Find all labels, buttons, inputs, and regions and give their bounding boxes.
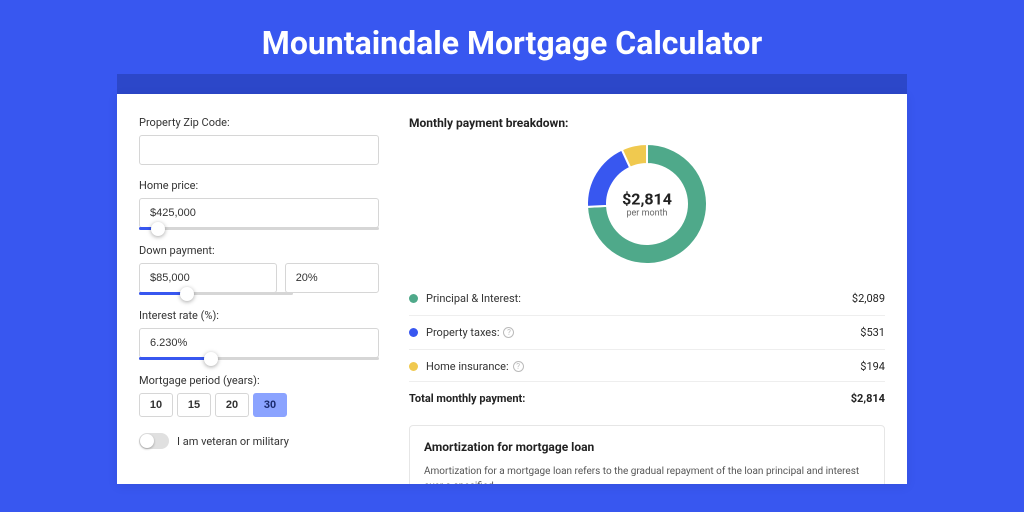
home-price-slider[interactable] [139,227,379,230]
legend-row: Principal & Interest:$2,089 [409,284,885,313]
info-icon[interactable]: ? [513,361,524,372]
period-option-10[interactable]: 10 [139,393,173,417]
info-icon[interactable]: ? [503,327,514,338]
page-title: Mountaindale Mortgage Calculator [0,0,1024,74]
breakdown-column: Monthly payment breakdown: $2,814 per mo… [409,116,885,484]
period-option-15[interactable]: 15 [177,393,211,417]
period-label: Mortgage period (years): [139,374,379,387]
down-payment-slider[interactable] [139,292,293,295]
interest-rate-group: Interest rate (%): [139,309,379,360]
breakdown-title: Monthly payment breakdown: [409,116,885,130]
veteran-label: I am veteran or military [177,435,289,448]
period-option-20[interactable]: 20 [215,393,249,417]
donut-center: $2,814 per month [622,190,672,219]
total-value: $2,814 [851,392,885,405]
slider-thumb[interactable] [180,287,194,301]
zip-input[interactable] [139,135,379,165]
amortization-title: Amortization for mortgage loan [424,440,870,454]
legend-value: $194 [860,360,885,373]
donut-amount: $2,814 [622,190,672,209]
down-payment-label: Down payment: [139,244,379,257]
toggle-thumb [140,434,154,448]
zip-field-group: Property Zip Code: [139,116,379,165]
veteran-toggle[interactable] [139,433,169,449]
legend-row: Property taxes:?$531 [409,318,885,347]
period-options: 10152030 [139,393,379,417]
home-price-input[interactable] [139,198,379,228]
down-payment-percent-input[interactable] [285,263,379,293]
down-payment-amount-input[interactable] [139,263,277,293]
legend-value: $2,089 [852,292,885,305]
legend-dot [409,294,418,303]
divider [409,315,885,316]
period-group: Mortgage period (years): 10152030 [139,374,379,417]
interest-rate-input[interactable] [139,328,379,358]
legend-label: Property taxes:? [426,326,860,339]
form-column: Property Zip Code: Home price: Down paym… [139,116,379,484]
legend-label: Principal & Interest: [426,292,852,305]
slider-thumb[interactable] [151,222,165,236]
donut-wrap: $2,814 per month [409,142,885,266]
period-option-30[interactable]: 30 [253,393,287,417]
calculator-card: Property Zip Code: Home price: Down paym… [117,94,907,484]
legend-label: Home insurance:? [426,360,860,373]
donut-chart: $2,814 per month [585,142,709,266]
total-label: Total monthly payment: [409,392,851,405]
amortization-card: Amortization for mortgage loan Amortizat… [409,425,885,484]
veteran-row: I am veteran or military [139,433,379,449]
total-row: Total monthly payment: $2,814 [409,381,885,415]
interest-rate-label: Interest rate (%): [139,309,379,322]
divider [409,349,885,350]
donut-sub: per month [622,209,672,219]
legend-dot [409,328,418,337]
interest-rate-slider[interactable] [139,357,379,360]
slider-thumb[interactable] [204,352,218,366]
home-price-group: Home price: [139,179,379,230]
amortization-text: Amortization for a mortgage loan refers … [424,464,870,484]
legend-value: $531 [860,326,885,339]
down-payment-group: Down payment: [139,244,379,295]
legend-row: Home insurance:?$194 [409,352,885,381]
zip-label: Property Zip Code: [139,116,379,129]
home-price-label: Home price: [139,179,379,192]
legend: Principal & Interest:$2,089 Property taxe… [409,284,885,381]
legend-dot [409,362,418,371]
